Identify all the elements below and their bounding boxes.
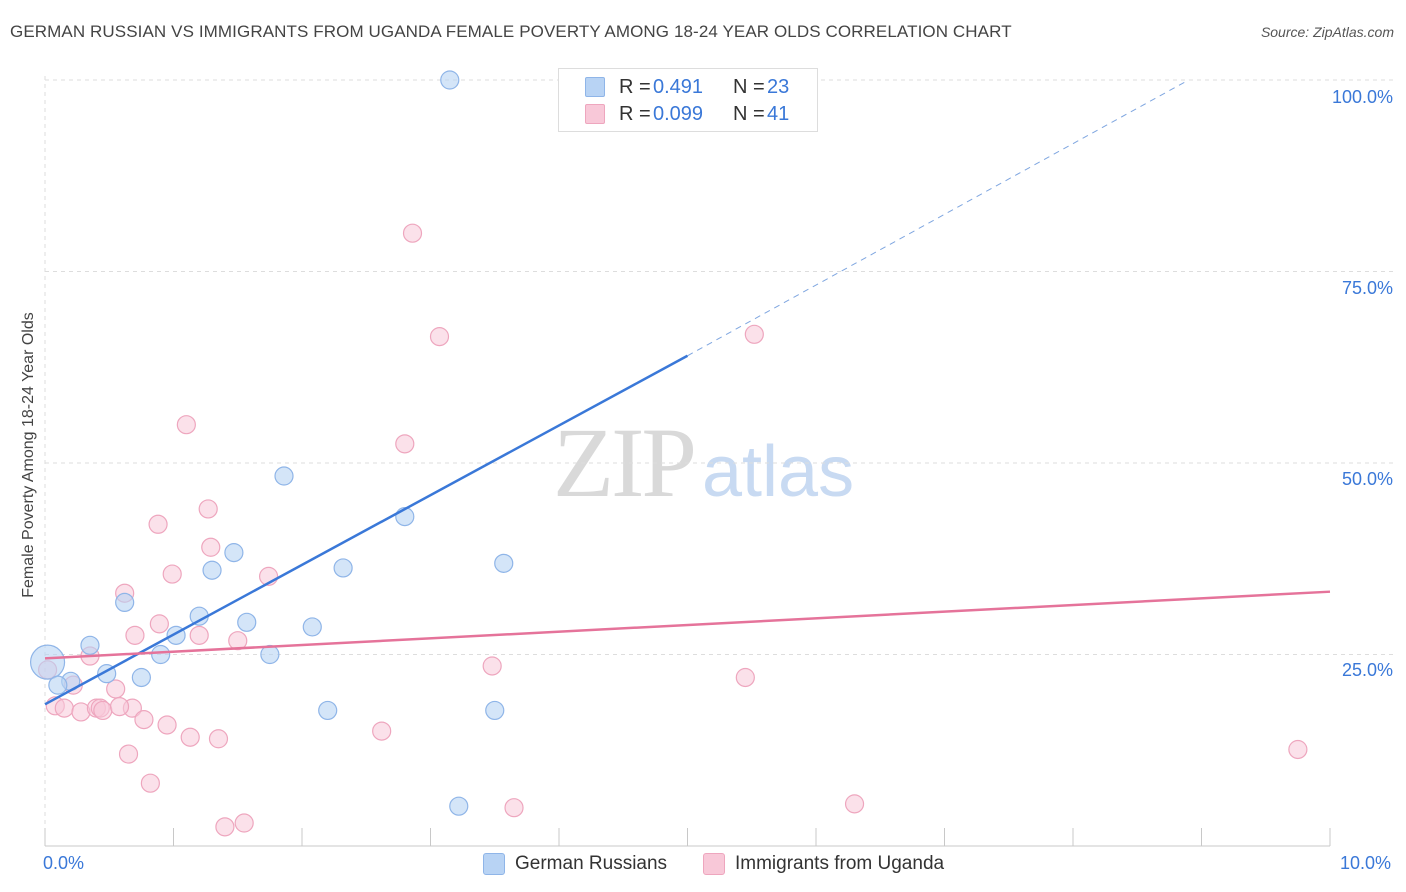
r-value: 0.491 bbox=[653, 75, 704, 98]
blue-swatch-icon bbox=[483, 853, 505, 875]
trendlines bbox=[44, 79, 1331, 706]
correlation-legend: R = 0.491 N = 23 R = 0.099 N = 41 bbox=[558, 68, 818, 132]
r-value: 0.099 bbox=[653, 102, 704, 125]
n-value: 41 bbox=[767, 102, 790, 125]
legend-item-german-russians[interactable]: German Russians bbox=[483, 852, 667, 876]
n-value: 23 bbox=[767, 75, 790, 98]
x-tick-min: 0.0% bbox=[43, 853, 85, 873]
y-tick-75: 75.0% bbox=[1341, 278, 1393, 298]
y-axis-label: Female Poverty Among 18-24 Year Olds bbox=[20, 312, 37, 598]
pink-swatch-icon bbox=[703, 853, 725, 875]
gridlines bbox=[44, 76, 1393, 846]
blue-swatch-icon bbox=[585, 77, 605, 97]
pink-swatch-icon bbox=[585, 104, 605, 124]
uganda-points bbox=[37, 223, 1308, 837]
x-tick-max: 10.0% bbox=[1340, 853, 1392, 873]
source-label: Source: ZipAtlas.com bbox=[1260, 24, 1394, 40]
axes bbox=[44, 828, 1331, 847]
y-tick-100: 100.0% bbox=[1331, 87, 1393, 107]
chart-title: GERMAN RUSSIAN VS IMMIGRANTS FROM UGANDA… bbox=[10, 22, 1012, 41]
y-tick-25: 25.0% bbox=[1341, 660, 1393, 680]
y-tick-50: 50.0% bbox=[1341, 469, 1393, 489]
legend-item-uganda[interactable]: Immigrants from Uganda bbox=[703, 852, 944, 876]
